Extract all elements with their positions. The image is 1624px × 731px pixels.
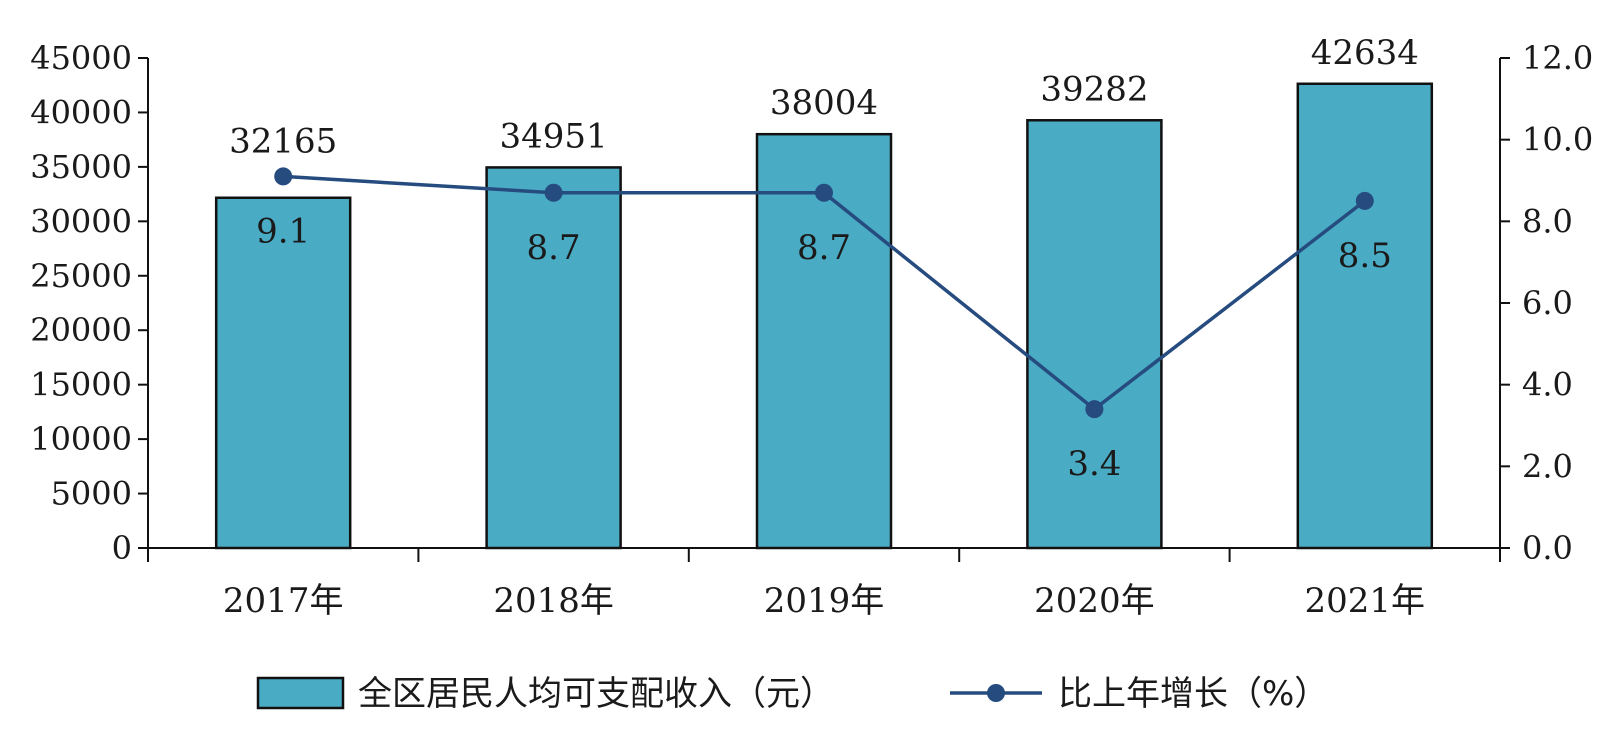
line-point-0	[274, 167, 293, 186]
left-tick-label-6: 30000	[30, 202, 132, 240]
left-tick-label-5: 25000	[30, 257, 132, 295]
left-tick-label-1: 5000	[51, 475, 132, 513]
left-tick-label-4: 20000	[30, 311, 132, 349]
line-value-label-1: 8.7	[527, 228, 581, 268]
right-tick-label-1: 2.0	[1522, 447, 1573, 485]
x-tick-label-4: 2021年	[1305, 581, 1426, 621]
bar-value-label-3: 39282	[1040, 69, 1148, 109]
legend-bar-label: 全区居民人均可支配收入（元）	[358, 674, 834, 714]
bar-1	[485, 166, 622, 550]
right-tick-label-0: 0.0	[1522, 529, 1573, 567]
legend-line-label: 比上年增长（%）	[1058, 674, 1328, 714]
bar-value-label-1: 34951	[500, 116, 608, 156]
line-value-label-0: 9.1	[256, 211, 310, 251]
bar-3	[1026, 119, 1163, 550]
x-tick-label-1: 2018年	[493, 581, 614, 621]
left-tick-label-8: 40000	[30, 93, 132, 131]
left-tick-label-3: 15000	[30, 366, 132, 404]
bar-2	[755, 132, 893, 550]
bar-value-label-4: 42634	[1311, 33, 1419, 73]
left-tick-label-0: 0	[112, 529, 132, 567]
bar-4	[1296, 82, 1434, 550]
right-tick-label-5: 10.0	[1522, 121, 1593, 159]
left-tick-label-7: 35000	[30, 148, 132, 186]
line-value-label-2: 8.7	[797, 228, 851, 268]
right-tick-label-3: 6.0	[1522, 284, 1573, 322]
bar-value-label-0: 32165	[229, 121, 337, 161]
x-tick-label-2: 2019年	[764, 581, 885, 621]
legend-bar-swatch	[256, 676, 345, 710]
right-tick-label-2: 4.0	[1522, 366, 1573, 404]
bar-value-label-2: 38004	[770, 83, 878, 123]
legend-line-marker	[987, 684, 1005, 702]
line-point-4	[1355, 191, 1374, 210]
left-tick-label-9: 45000	[30, 39, 132, 77]
line-point-3	[1085, 400, 1104, 419]
right-tick-label-4: 8.0	[1522, 202, 1573, 240]
line-value-label-3: 3.4	[1067, 444, 1121, 484]
x-tick-label-3: 2020年	[1034, 581, 1155, 621]
right-tick-label-6: 12.0	[1522, 39, 1593, 77]
left-tick-label-2: 10000	[30, 420, 132, 458]
x-tick-label-0: 2017年	[223, 581, 344, 621]
bar-0	[214, 196, 352, 550]
line-value-label-4: 8.5	[1338, 236, 1392, 276]
line-point-1	[544, 183, 563, 202]
line-point-2	[815, 183, 833, 202]
